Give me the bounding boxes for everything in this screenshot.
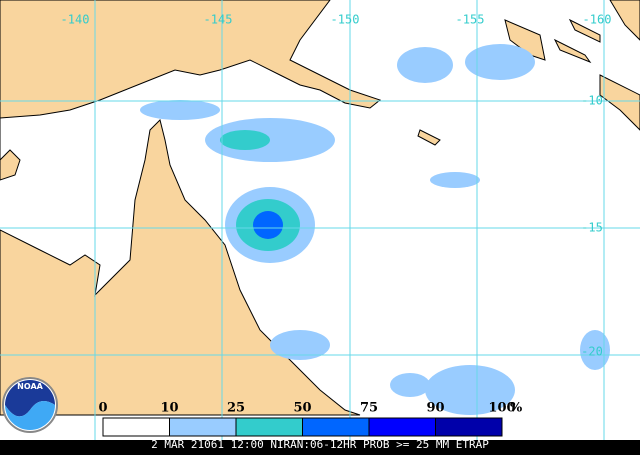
legend-unit: %: [510, 401, 523, 416]
caption: 2 MAR 21061 12:00 NIRAN:06-12HR PROB >= …: [151, 438, 489, 451]
lat-label: -20: [581, 345, 603, 359]
legend: 0 10 25 50 75 90 100%: [98, 401, 523, 437]
legend-label: 0: [98, 401, 107, 416]
lon-label: -150: [331, 13, 360, 27]
legend-swatch: [235, 417, 303, 437]
lon-label: -140: [61, 13, 90, 27]
legend-label: 10: [160, 401, 178, 416]
legend-label: 100: [488, 401, 515, 416]
lat-label: -15: [581, 221, 603, 235]
lon-label: -145: [204, 13, 233, 27]
lat-label: -10: [581, 94, 603, 108]
legend-label: 90: [426, 401, 444, 416]
legend-label: 50: [293, 401, 311, 416]
legend-swatch: [368, 417, 436, 437]
logo-text: NOAA: [17, 382, 43, 391]
legend-label: 75: [360, 401, 378, 416]
precipitation: [140, 44, 610, 415]
lon-label: -160: [583, 13, 612, 27]
caption-bar: [0, 440, 640, 455]
legend-swatch: [435, 417, 503, 437]
legend-label: 25: [227, 401, 245, 416]
graticule: [0, 0, 640, 440]
noaa-logo: NOAA: [2, 377, 58, 433]
legend-swatch: [102, 417, 170, 437]
legend-swatch: [169, 417, 237, 437]
lon-label: -155: [456, 13, 485, 27]
legend-swatch: [302, 417, 370, 437]
